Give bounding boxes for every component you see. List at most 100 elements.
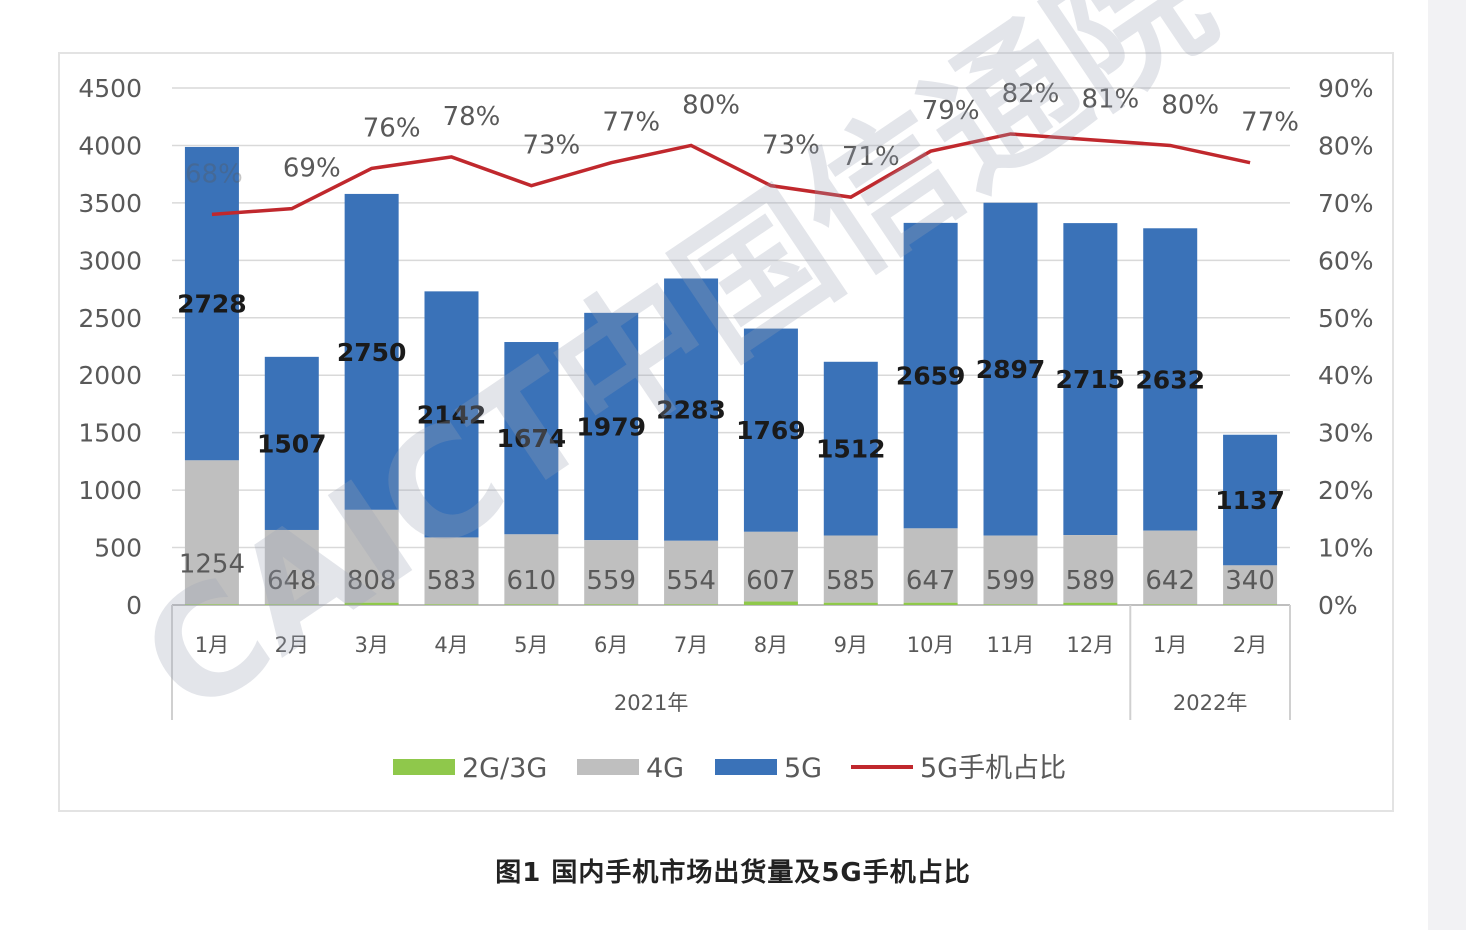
data-label-5g-share: 69% (283, 154, 341, 184)
bar-4g (1063, 535, 1118, 603)
data-label-5g: 1674 (497, 424, 567, 453)
bar-5g (344, 193, 399, 510)
bar-4g (424, 537, 479, 605)
bar-5g (1223, 434, 1278, 566)
bar-5g (504, 342, 559, 535)
data-label-5g: 2659 (896, 362, 966, 391)
bar-4g (584, 540, 639, 605)
data-label-5g: 2283 (656, 396, 726, 425)
data-label-5g: 2632 (1135, 365, 1205, 394)
x-axis-tick-label: 2月 (1233, 633, 1267, 657)
legend-swatch-2g3g (393, 759, 455, 775)
data-label-4g: 554 (666, 566, 716, 596)
bar-2g3g (184, 604, 239, 605)
bar-5g (743, 328, 798, 532)
x-axis-tick-label: 9月 (834, 633, 868, 657)
y-axis-tick-label: 2500 (78, 304, 142, 333)
bar-4g (1143, 530, 1198, 605)
data-label-5g: 1507 (257, 429, 327, 458)
data-label-5g: 2142 (417, 400, 487, 429)
bar-5g (584, 312, 639, 541)
bar-2g3g (424, 604, 479, 605)
data-label-5g: 2897 (976, 355, 1046, 384)
legend-label-4g: 4G (646, 753, 684, 784)
data-label-5g: 1769 (736, 416, 806, 445)
x-axis-tick-label: 6月 (594, 633, 628, 657)
y2-axis-tick-label: 30% (1318, 419, 1374, 448)
bar-2g3g (664, 604, 719, 605)
data-label-4g: 559 (586, 566, 636, 596)
legend-swatch-4g (577, 759, 639, 775)
data-label-5g-share: 73% (762, 131, 820, 161)
bar-2g3g (1063, 602, 1118, 605)
bar-5g (184, 146, 239, 461)
y2-axis-tick-label: 80% (1318, 131, 1374, 160)
data-label-5g: 2750 (337, 338, 407, 367)
x-axis-tick-label: 5月 (514, 633, 548, 657)
year-group-label: 2021年 (614, 691, 688, 715)
data-label-5g-share: 73% (522, 131, 580, 161)
y-axis-tick-label: 2000 (78, 361, 142, 390)
y-axis-tick-label: 4500 (78, 74, 142, 103)
bar-4g (264, 529, 319, 605)
data-label-4g: 599 (986, 566, 1036, 596)
y-axis-tick-label: 3000 (78, 246, 142, 275)
data-label-4g: 340 (1225, 566, 1275, 596)
y2-axis-tick-label: 0% (1318, 591, 1358, 620)
x-axis-tick-label: 10月 (907, 633, 955, 657)
bar-4g (344, 509, 399, 603)
bar-2g3g (1143, 604, 1198, 605)
data-label-5g: 1979 (576, 413, 646, 442)
data-label-5g-share: 79% (922, 96, 980, 126)
data-label-5g: 2728 (177, 290, 247, 319)
bar-5g (1143, 228, 1198, 531)
x-axis-tick-label: 3月 (354, 633, 388, 657)
data-label-5g-share: 80% (682, 90, 740, 120)
data-label-5g-share: 77% (602, 108, 660, 138)
bar-4g (743, 531, 798, 602)
line-5g-share (211, 132, 1251, 217)
y2-axis-tick-label: 90% (1318, 74, 1374, 103)
data-label-5g-share: 80% (1161, 90, 1219, 120)
legend-label-5g-share: 5G手机占比 (920, 753, 1066, 784)
bar-5g (903, 222, 958, 529)
data-label-4g: 808 (347, 566, 397, 596)
y-axis-tick-label: 3500 (78, 189, 142, 218)
y-axis-tick-label: 1000 (78, 476, 142, 505)
bar-5g (983, 202, 1038, 536)
y-axis-tick-label: 4000 (78, 131, 142, 160)
bar-4g (823, 535, 878, 603)
bar-5g (264, 356, 319, 530)
bar-4g (184, 460, 239, 605)
data-label-5g-share: 82% (1002, 79, 1060, 109)
x-axis-tick-label: 8月 (754, 633, 788, 657)
bar-4g (664, 540, 719, 605)
x-axis-tick-label: 12月 (1066, 633, 1114, 657)
bar-4g (1223, 565, 1278, 605)
bar-2g3g (264, 604, 319, 605)
bar-2g3g (983, 604, 1038, 605)
y2-axis-tick-label: 60% (1318, 246, 1374, 275)
data-label-5g: 1512 (816, 435, 886, 464)
figure-caption: 图1 国内手机市场出货量及5G手机占比 (495, 858, 971, 888)
bar-2g3g (344, 602, 399, 605)
data-label-4g: 648 (267, 566, 317, 596)
page-edge-strip (1428, 0, 1466, 930)
data-label-4g: 647 (906, 566, 956, 596)
y2-axis-tick-label: 40% (1318, 361, 1374, 390)
y-axis-tick-label: 500 (94, 534, 142, 563)
x-axis-tick-label: 11月 (987, 633, 1035, 657)
bar-5g (1063, 223, 1118, 536)
bar-5g (823, 361, 878, 536)
data-label-4g: 610 (507, 566, 557, 596)
data-label-4g: 1254 (179, 549, 245, 579)
legend-swatch-5g (715, 759, 777, 775)
data-label-5g-share: 71% (842, 142, 900, 172)
bar-4g (983, 535, 1038, 605)
bar-4g (903, 528, 958, 603)
data-label-5g-share: 76% (363, 113, 421, 143)
data-label-4g: 607 (746, 566, 796, 596)
bar-5g (664, 278, 719, 541)
